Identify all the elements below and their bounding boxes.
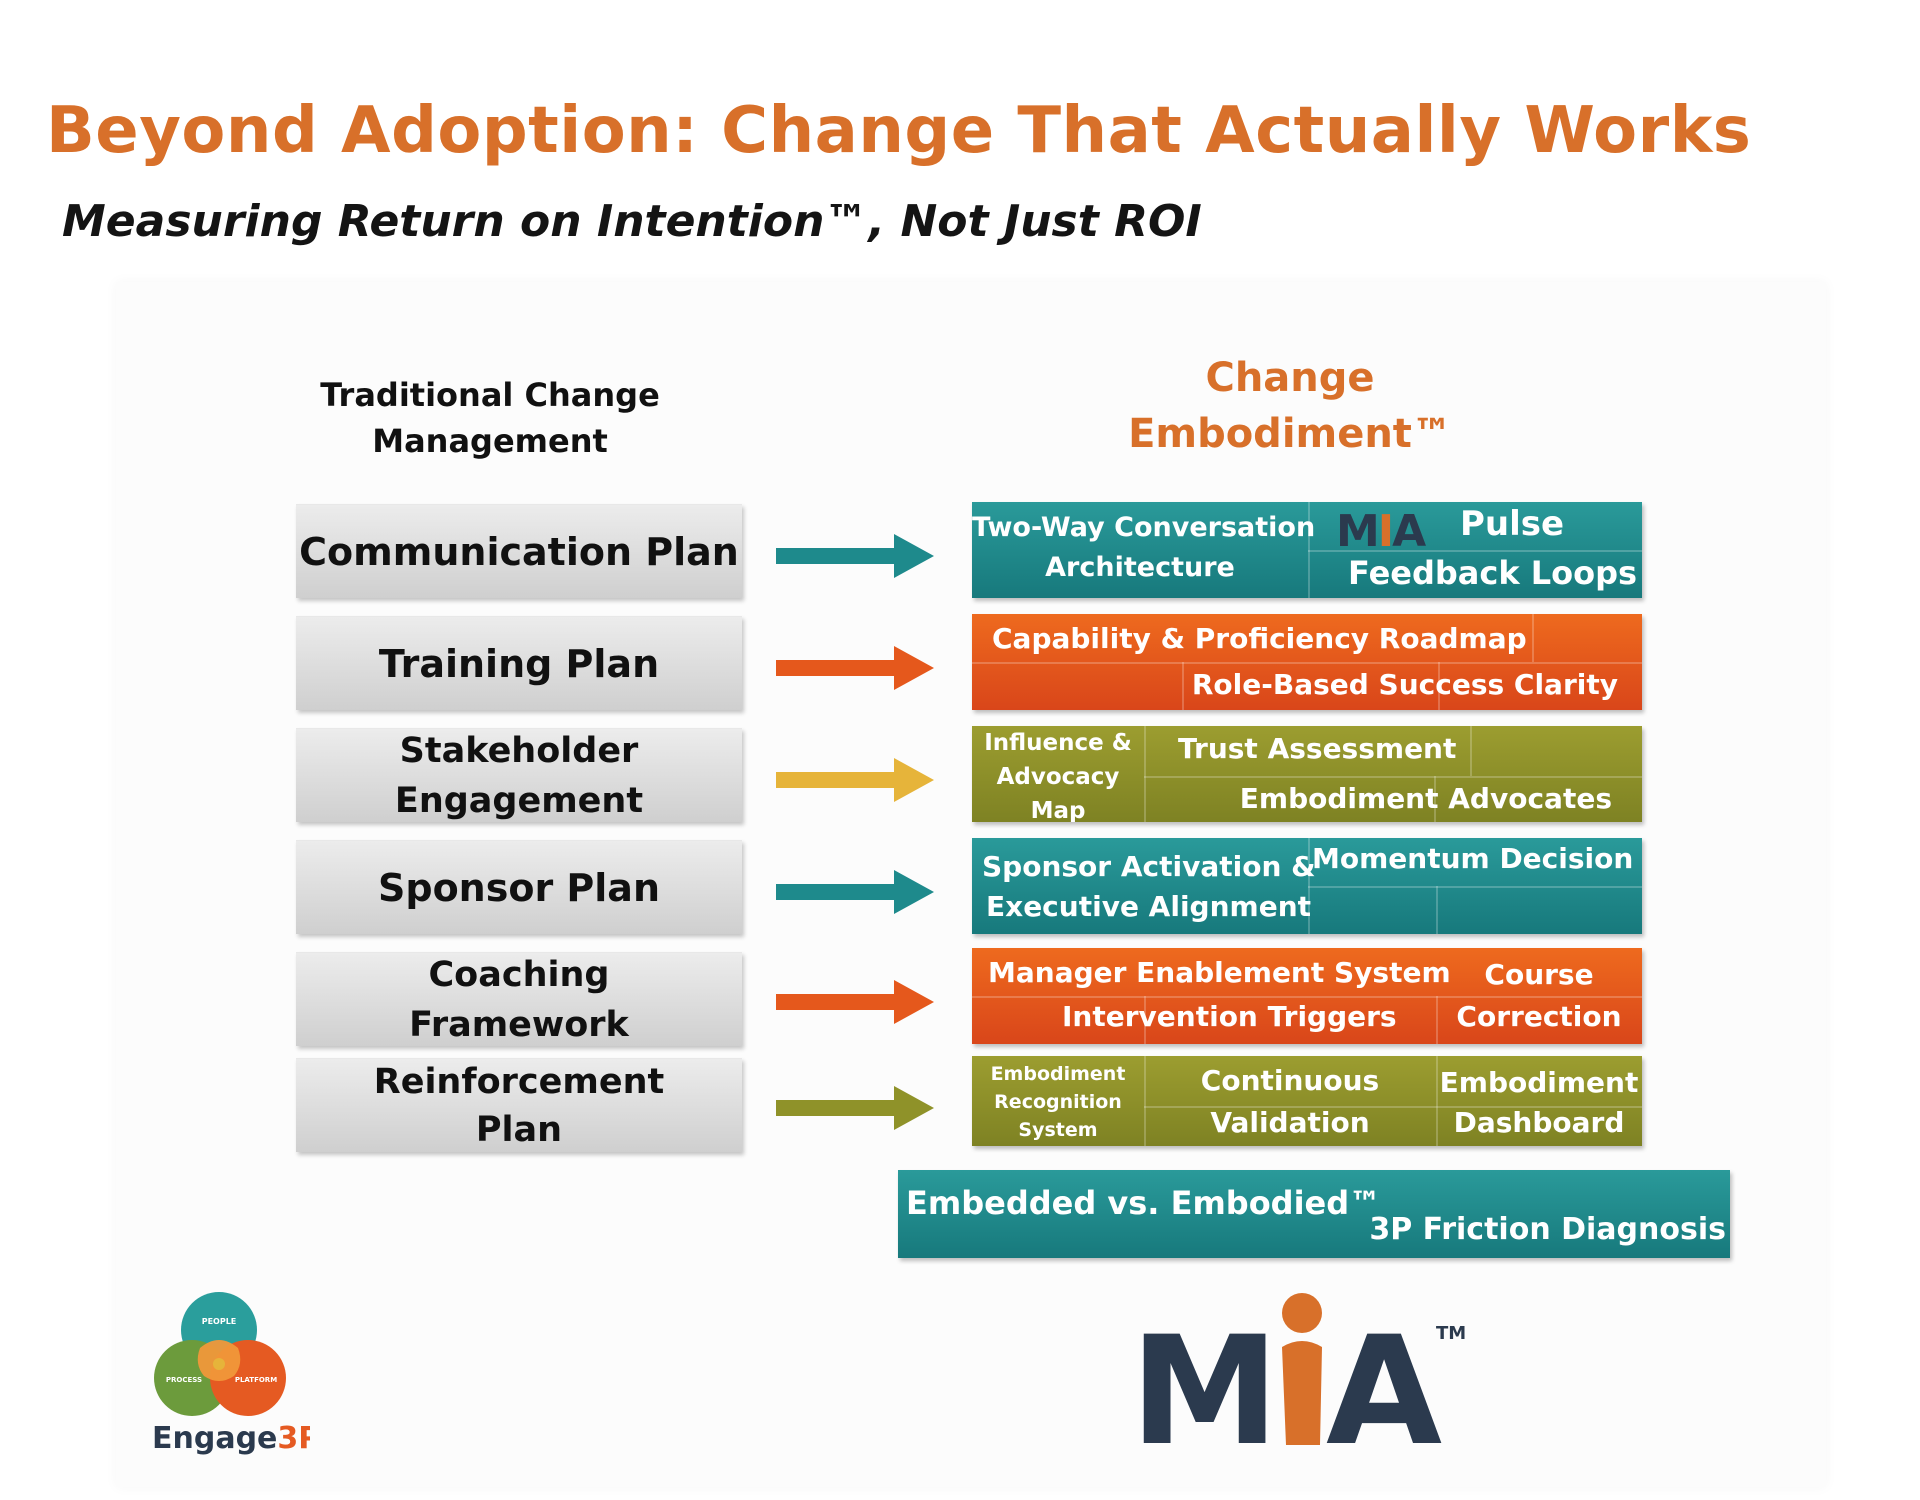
- embodiment-label: Role-Based Success Clarity: [1191, 668, 1618, 701]
- embodiment-label: Sponsor Activation &: [982, 850, 1316, 883]
- traditional-box-label: Communication Plan: [299, 529, 739, 574]
- mia-tm-mark: TM: [1436, 1323, 1466, 1344]
- embodiment-label: Dashboard: [1453, 1106, 1625, 1139]
- embodiment-label: Two-Way Conversation: [972, 512, 1316, 543]
- embodiment-label: Course: [1484, 958, 1594, 991]
- page-subtitle: Measuring Return on Intention™, Not Just…: [62, 196, 1202, 247]
- traditional-box-communication: Communication Plan: [296, 504, 742, 598]
- embodiment-label: Pulse: [1460, 504, 1565, 544]
- embodiment-label: Embodiment Advocates: [1239, 782, 1612, 815]
- traditional-box-reinforcement: Reinforcement Plan: [296, 1058, 742, 1152]
- embodiment-label: Capability & Proficiency Roadmap: [992, 622, 1527, 655]
- logo-platform-text: PLATFORM: [235, 1376, 277, 1384]
- embodiment-label: Feedback Loops: [1348, 554, 1638, 592]
- friction-diagnosis-label: 3P Friction Diagnosis: [1369, 1212, 1726, 1247]
- arrow-teal-icon: [776, 870, 934, 914]
- traditional-box-label: Stakeholder Engagement: [394, 730, 644, 821]
- embodiment-box-capability: Capability & Proficiency Roadmap Role-Ba…: [972, 614, 1642, 710]
- page-title: Beyond Adoption: Change That Actually Wo…: [46, 94, 1752, 168]
- traditional-box-stakeholder: Stakeholder Engagement: [296, 728, 742, 822]
- traditional-heading: Traditional Change Management: [300, 372, 680, 464]
- embodiment-label: Momentum Decision: [1312, 842, 1634, 875]
- embodiment-label: Manager Enablement System: [988, 956, 1451, 989]
- embodiment-label: Correction: [1456, 1000, 1622, 1033]
- logo-process-text: PROCESS: [166, 1376, 202, 1384]
- embodiment-label: Executive Alignment: [986, 890, 1312, 923]
- traditional-box-label: Sponsor Plan: [378, 865, 660, 910]
- traditional-box-coaching: Coaching Framework: [296, 952, 742, 1046]
- traditional-box-label: Training Plan: [378, 641, 660, 686]
- mia-figure-icon: [1282, 1293, 1322, 1445]
- embodiment-box-sponsor: Sponsor Activation & Executive Alignment…: [972, 838, 1642, 934]
- traditional-heading-text: Traditional Change Management: [320, 376, 660, 460]
- embodiment-label: Embodiment Recognition System: [990, 1063, 1126, 1141]
- traditional-box-label: Reinforcement Plan: [373, 1061, 665, 1150]
- mia-inline-logo: MIA: [1336, 506, 1426, 557]
- traditional-box-training: Training Plan: [296, 616, 742, 710]
- embodiment-label: Influence & Advocacy Map: [984, 730, 1132, 822]
- arrow-orange-icon: [776, 646, 934, 690]
- traditional-box-label: Coaching Framework: [409, 954, 629, 1045]
- traditional-box-sponsor: Sponsor Plan: [296, 840, 742, 934]
- embedded-vs-embodied-bar: Embedded vs. Embodied™ 3P Friction Diagn…: [898, 1170, 1730, 1258]
- embodiment-label: Embodiment: [1439, 1066, 1639, 1099]
- mia-a-letter: A: [1326, 1305, 1442, 1455]
- engage3p-logo: PEOPLE PROCESS PLATFORM Engage3P: [152, 1292, 310, 1456]
- embodiment-box-manager: Manager Enablement System Intervention T…: [972, 948, 1642, 1044]
- logo-people-text: PEOPLE: [202, 1317, 237, 1326]
- embedded-vs-embodied-label: Embedded vs. Embodied™: [906, 1184, 1382, 1222]
- embodiment-label: Intervention Triggers: [1062, 1000, 1397, 1033]
- arrow-teal-icon: [776, 534, 934, 578]
- mia-m-letter: M: [1130, 1305, 1279, 1455]
- embodiment-label: Validation: [1210, 1106, 1370, 1139]
- embodiment-heading: Change Embodiment™: [1090, 350, 1490, 462]
- embodiment-box-conversation: Two-Way Conversation Architecture MIA Pu…: [972, 502, 1642, 598]
- embodiment-box-influence: Influence & Advocacy Map Trust Assessmen…: [972, 726, 1642, 822]
- arrow-amber-icon: [776, 758, 934, 802]
- embodiment-label: Architecture: [1045, 552, 1235, 583]
- arrow-olive-icon: [776, 1086, 934, 1130]
- embodiment-label: Trust Assessment: [1178, 732, 1457, 765]
- mia-logo: M A TM: [1130, 1293, 1466, 1455]
- logo-engage-text: Engage3P: [152, 1421, 310, 1456]
- arrow-orange-icon: [776, 980, 934, 1024]
- embodiment-heading-text: Change Embodiment™: [1128, 355, 1452, 457]
- embodiment-box-recognition: Embodiment Recognition System Continuous…: [972, 1056, 1642, 1146]
- embodiment-label: Continuous: [1200, 1064, 1380, 1097]
